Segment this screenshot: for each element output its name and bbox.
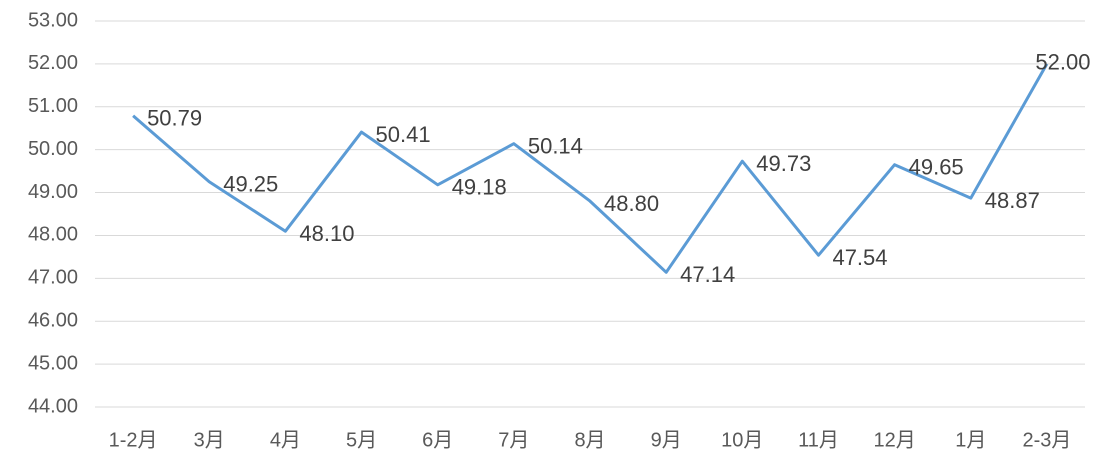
y-tick-label: 50.00 [28, 138, 78, 160]
x-tick-label: 11月 [798, 429, 839, 451]
x-tick-label: 1月 [955, 429, 986, 451]
data-label: 48.87 [985, 188, 1040, 213]
data-label: 49.25 [223, 172, 278, 197]
x-tick-label: 7月 [498, 429, 529, 451]
data-label: 50.41 [376, 122, 431, 147]
y-tick-label: 44.00 [28, 395, 78, 417]
y-tick-label: 52.00 [28, 52, 78, 74]
x-tick-label: 5月 [346, 429, 377, 451]
x-tick-label: 1-2月 [109, 429, 158, 451]
y-tick-label: 48.00 [28, 224, 78, 246]
x-tick-label: 6月 [422, 429, 453, 451]
y-tick-label: 47.00 [28, 267, 78, 289]
data-label: 52.00 [1035, 50, 1090, 75]
y-tick-label: 51.00 [28, 95, 78, 117]
x-tick-label: 4月 [270, 429, 301, 451]
data-label: 49.65 [909, 154, 964, 179]
y-tick-label: 53.00 [28, 9, 78, 31]
x-tick-label: 8月 [574, 429, 605, 451]
data-label: 49.73 [756, 151, 811, 176]
data-label: 50.14 [528, 133, 583, 158]
data-label: 47.14 [680, 262, 735, 287]
x-tick-label: 3月 [194, 429, 225, 451]
data-label: 47.54 [832, 245, 887, 270]
y-tick-label: 46.00 [28, 310, 78, 332]
data-label: 48.10 [299, 221, 354, 246]
data-label: 48.80 [604, 191, 659, 216]
x-tick-label: 9月 [651, 429, 682, 451]
data-label: 50.79 [147, 106, 202, 131]
data-label: 49.18 [452, 175, 507, 200]
x-tick-label: 12月 [873, 429, 915, 451]
data-line [132, 63, 1049, 274]
x-tick-label: 10月 [721, 429, 763, 451]
y-tick-label: 45.00 [28, 352, 78, 374]
x-tick-label: 2-3月 [1022, 429, 1071, 451]
y-tick-label: 49.00 [28, 181, 78, 203]
